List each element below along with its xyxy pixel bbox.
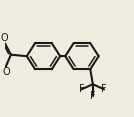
Text: F: F <box>101 84 107 94</box>
Text: O: O <box>1 33 8 43</box>
Text: O: O <box>3 67 10 77</box>
Text: F: F <box>90 91 96 101</box>
Text: F: F <box>79 84 84 94</box>
